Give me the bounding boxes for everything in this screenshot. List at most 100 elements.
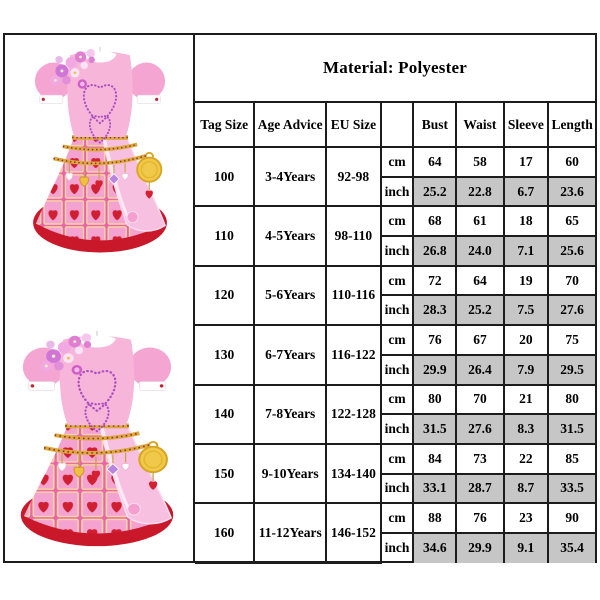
unit-inch-cell: inch bbox=[380, 294, 415, 327]
chart-frame: Material: Polyester Tag Size Age Advice … bbox=[3, 33, 597, 564]
col-header-eu-size: EU Size bbox=[325, 101, 382, 148]
col-header-age-advice: Age Advice bbox=[253, 101, 328, 148]
cm-value-cell: 72 bbox=[412, 264, 458, 297]
tag-size-cell: 160 bbox=[195, 502, 256, 564]
inch-value-cell: 27.6 bbox=[547, 294, 595, 327]
size-row-cm: 100 3-4Years 92-98 cm 64 58 17 60 bbox=[195, 145, 595, 208]
age-advice-cell: 3-4Years bbox=[253, 145, 328, 208]
inch-value-cell: 28.7 bbox=[455, 472, 505, 505]
size-row-inch: inch 28.3 25.2 7.5 27.6 bbox=[195, 294, 595, 327]
tag-size-cell: 150 bbox=[195, 442, 256, 505]
col-header-bust: Bust bbox=[412, 101, 458, 148]
inch-value-cell: 33.1 bbox=[412, 472, 458, 505]
cm-value-cell: 84 bbox=[412, 442, 458, 475]
size-row-inch: inch 25.2 22.8 6.7 23.6 bbox=[195, 175, 595, 208]
cm-value-cell: 68 bbox=[412, 205, 458, 238]
age-advice-cell: 4-5Years bbox=[253, 205, 328, 267]
tag-size-cell: 120 bbox=[195, 264, 256, 327]
cm-value-cell: 90 bbox=[547, 502, 595, 534]
size-row-inch: inch 34.6 29.9 9.1 35.4 bbox=[195, 531, 595, 563]
size-table: Material: Polyester Tag Size Age Advice … bbox=[195, 35, 595, 564]
inch-value-cell: 7.9 bbox=[502, 353, 550, 386]
size-table-body: 100 3-4Years 92-98 cm 64 58 17 60 inch 25.2 22.8 6.… bbox=[195, 145, 595, 564]
unit-inch-cell: inch bbox=[380, 235, 415, 267]
inch-value-cell: 6.7 bbox=[502, 175, 550, 208]
dress-photo-top bbox=[21, 43, 179, 259]
size-row-inch: inch 26.8 24.0 7.1 25.6 bbox=[195, 235, 595, 267]
age-advice-cell: 5-6Years bbox=[253, 264, 328, 327]
cm-value-cell: 88 bbox=[412, 502, 458, 534]
eu-size-cell: 116-122 bbox=[325, 324, 382, 386]
dress-photo-bottom bbox=[7, 327, 187, 553]
inch-value-cell: 9.1 bbox=[502, 531, 550, 563]
unit-cm-cell: cm bbox=[379, 205, 415, 238]
eu-size-cell: 134-140 bbox=[325, 442, 382, 505]
inch-value-cell: 7.5 bbox=[502, 294, 550, 327]
size-row-inch: inch 29.9 26.4 7.9 29.5 bbox=[195, 353, 595, 386]
eu-size-cell: 110-116 bbox=[325, 264, 382, 327]
material-header: Material: Polyester bbox=[195, 35, 595, 103]
inch-value-cell: 29.9 bbox=[455, 531, 505, 563]
product-photos-column bbox=[5, 35, 195, 561]
size-row-cm: 160 11-12Years 146-152 cm 88 76 23 90 bbox=[195, 502, 595, 564]
inch-value-cell: 26.4 bbox=[455, 353, 505, 386]
inch-value-cell: 29.5 bbox=[547, 353, 595, 386]
inch-value-cell: 8.7 bbox=[502, 472, 550, 505]
eu-size-cell: 146-152 bbox=[325, 502, 382, 564]
cm-value-cell: 70 bbox=[455, 383, 505, 416]
col-header-sleeve: Sleeve bbox=[502, 101, 550, 148]
inch-value-cell: 23.6 bbox=[547, 175, 595, 208]
inch-value-cell: 28.3 bbox=[412, 294, 458, 327]
inch-value-cell: 7.1 bbox=[502, 235, 550, 267]
size-row-cm: 150 9-10Years 134-140 cm 84 73 22 85 bbox=[195, 442, 595, 505]
size-row-cm: 130 6-7Years 116-122 cm 76 67 20 75 bbox=[195, 324, 595, 386]
size-row-cm: 140 7-8Years 122-128 cm 80 70 21 80 bbox=[195, 383, 595, 445]
cm-value-cell: 73 bbox=[455, 442, 505, 475]
tag-size-cell: 110 bbox=[195, 205, 256, 267]
unit-cm-cell: cm bbox=[379, 442, 415, 475]
inch-value-cell: 31.5 bbox=[547, 413, 595, 445]
eu-size-cell: 98-110 bbox=[325, 205, 382, 267]
inch-value-cell: 25.2 bbox=[412, 175, 458, 208]
inch-value-cell: 27.6 bbox=[455, 413, 505, 445]
unit-inch-cell: inch bbox=[380, 531, 415, 563]
cm-value-cell: 75 bbox=[547, 324, 595, 356]
age-advice-cell: 6-7Years bbox=[253, 324, 328, 386]
inch-value-cell: 31.5 bbox=[412, 413, 458, 445]
unit-inch-cell: inch bbox=[380, 413, 415, 445]
cm-value-cell: 64 bbox=[412, 146, 458, 178]
unit-cm-cell: cm bbox=[379, 383, 415, 416]
cm-value-cell: 22 bbox=[502, 442, 550, 475]
inch-value-cell: 33.5 bbox=[547, 472, 595, 505]
inch-value-cell: 24.0 bbox=[455, 235, 505, 267]
cm-value-cell: 85 bbox=[547, 442, 595, 475]
cm-value-cell: 21 bbox=[502, 383, 550, 416]
col-header-unit bbox=[379, 101, 415, 148]
cm-value-cell: 80 bbox=[547, 383, 595, 416]
cm-value-cell: 76 bbox=[455, 502, 505, 534]
unit-cm-cell: cm bbox=[379, 264, 415, 297]
inch-value-cell: 8.3 bbox=[502, 413, 550, 445]
unit-inch-cell: inch bbox=[380, 175, 415, 208]
inch-value-cell: 35.4 bbox=[547, 531, 595, 563]
size-row-cm: 120 5-6Years 110-116 cm 72 64 19 70 bbox=[195, 264, 595, 327]
age-advice-cell: 11-12Years bbox=[253, 502, 328, 564]
unit-inch-cell: inch bbox=[380, 353, 415, 386]
col-header-length: Length bbox=[547, 101, 595, 148]
age-advice-cell: 9-10Years bbox=[253, 442, 328, 505]
cm-value-cell: 20 bbox=[502, 324, 550, 356]
unit-cm-cell: cm bbox=[379, 502, 415, 534]
inch-value-cell: 29.9 bbox=[412, 353, 458, 386]
column-header-row: Tag Size Age Advice EU Size Bust Waist S… bbox=[195, 101, 595, 148]
cm-value-cell: 60 bbox=[547, 146, 595, 178]
inch-value-cell: 34.6 bbox=[412, 531, 458, 563]
inch-value-cell: 22.8 bbox=[455, 175, 505, 208]
cm-value-cell: 67 bbox=[455, 324, 505, 356]
tag-size-cell: 100 bbox=[195, 145, 256, 208]
inch-value-cell: 25.2 bbox=[455, 294, 505, 327]
col-header-tag-size: Tag Size bbox=[195, 101, 256, 148]
cm-value-cell: 61 bbox=[455, 205, 505, 238]
unit-cm-cell: cm bbox=[379, 324, 415, 356]
size-row-inch: inch 33.1 28.7 8.7 33.5 bbox=[195, 472, 595, 505]
